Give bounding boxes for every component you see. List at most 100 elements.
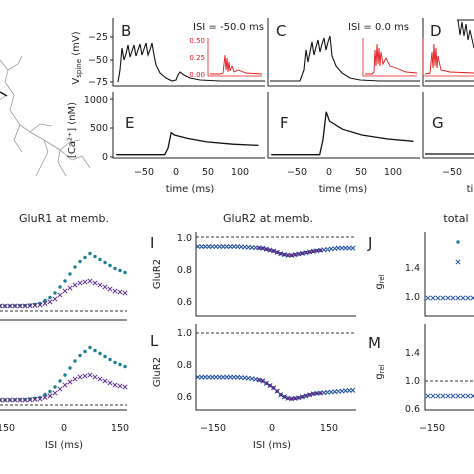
glur2-overlap-point <box>311 249 315 253</box>
glur1-purple-point <box>122 384 128 390</box>
glur1-purple-point <box>57 292 63 298</box>
svg-text:−50: −50 <box>442 167 462 178</box>
glur1-purple-point <box>7 303 13 309</box>
glur1-teal-point <box>68 366 72 370</box>
glur2-overlap-point <box>264 381 269 385</box>
panel-letter-d: D <box>430 22 442 40</box>
glur2-overlap-point <box>286 396 290 400</box>
glur1-purple-point <box>72 282 78 288</box>
glur2-ylabel-i: GluR2 <box>152 259 163 289</box>
grel-m-point <box>440 393 446 399</box>
glur1-teal-point <box>83 255 87 260</box>
glur1-teal-point <box>63 279 67 283</box>
ca-trace-f <box>271 111 414 156</box>
svg-text:0: 0 <box>173 167 179 178</box>
glur1-purple-point <box>97 376 103 382</box>
svg-text:0: 0 <box>326 167 332 178</box>
panel-i: I GluR2 1.0 0.8 0.6 <box>150 232 356 317</box>
svg-text:ti: ti <box>467 184 474 195</box>
grel-m-point <box>450 393 456 399</box>
glur1-purple-point <box>47 393 53 399</box>
glur2-overlap-point <box>300 251 305 255</box>
glur2-overlap-point <box>286 253 290 257</box>
glur1-teal-point <box>88 251 92 256</box>
glur2-overlap-point <box>264 247 269 251</box>
svg-text:1.0: 1.0 <box>405 292 420 303</box>
glur1-purple-point <box>77 280 83 286</box>
glur1-purple-point <box>2 303 8 309</box>
stimulus-arrow <box>0 91 8 97</box>
glur1-purple-point <box>32 396 38 402</box>
glur1-teal-point <box>48 389 52 394</box>
glur2-overlap-point <box>307 393 312 397</box>
glur1-purple-point <box>112 288 118 294</box>
glur1-teal-point <box>58 379 62 383</box>
glur1-purple-point <box>67 379 73 385</box>
glur1-purple-point <box>67 285 73 291</box>
panel-c: C ISI = 0.0 ms <box>267 18 420 87</box>
svg-text:0.25: 0.25 <box>189 54 205 62</box>
grel-m-point <box>455 393 461 399</box>
vspine-trace-b <box>117 42 265 83</box>
glur1-teal-point <box>78 353 82 358</box>
grel-j-point <box>450 295 456 301</box>
glur1-teal-point <box>118 362 122 367</box>
inset-c <box>362 38 418 77</box>
grel-ylabel-j: grel <box>374 274 386 289</box>
panel-e: E <box>110 92 265 159</box>
glur2-overlap-point <box>268 248 272 252</box>
svg-text:500: 500 <box>90 123 108 134</box>
glur2-overlap-point <box>257 246 261 250</box>
svg-text:1.4: 1.4 <box>405 348 420 359</box>
panel-m-frame <box>424 324 474 411</box>
svg-text:1.0: 1.0 <box>177 233 192 244</box>
section-title-glur2: GluR2 at memb. <box>223 212 313 225</box>
panel-l: L GluR2 1.0 0.8 0.6 −150 0 150 ISI (ms) <box>150 324 356 451</box>
glur1-teal-point <box>113 360 117 365</box>
panel-f: F <box>267 92 420 159</box>
glur1-purple-point <box>62 382 68 388</box>
panel-i-frame <box>195 232 356 317</box>
panel-letter-b: B <box>121 22 131 40</box>
glur2-overlap-point <box>304 250 308 255</box>
svg-text:0.6: 0.6 <box>177 392 192 403</box>
panel-letter-l: L <box>150 332 159 350</box>
glur2-overlap-point <box>318 248 323 253</box>
panel-letter-c: C <box>276 22 286 40</box>
grel-ylabel-m: grel <box>374 364 386 379</box>
svg-text:50: 50 <box>202 167 214 178</box>
panel-g: G <box>422 92 474 159</box>
glur1-bottom-teal-series <box>0 345 127 402</box>
svg-text:0.8: 0.8 <box>177 265 192 276</box>
glur1-purple-point <box>27 397 33 403</box>
section-title-glur1: GluR1 at memb. <box>19 212 109 225</box>
glur1-teal-point <box>118 268 122 273</box>
panel-m-series <box>425 393 474 399</box>
svg-text:1000: 1000 <box>84 95 108 106</box>
svg-text:0.00: 0.00 <box>189 71 205 79</box>
glur1-purple-point <box>52 296 58 302</box>
glur1-purple-point <box>62 288 68 294</box>
panel-glur1-top <box>0 251 128 321</box>
panel-letter-f: F <box>280 114 289 132</box>
glur1-teal-point <box>123 270 127 275</box>
glur1-teal-point <box>88 345 92 350</box>
glur2-overlap-point <box>261 246 265 250</box>
panel-b-frame <box>112 18 265 87</box>
glur1-purple-point <box>12 303 18 309</box>
panel-letter-i: I <box>150 234 154 252</box>
glur1-top-purple-series <box>0 278 128 309</box>
glur1-purple-point <box>27 303 33 309</box>
svg-text:−50: −50 <box>88 55 108 66</box>
panel-j-frame <box>424 232 474 317</box>
glur1-teal-point <box>108 357 112 362</box>
panel-j: J grel 1.4 1.0 <box>367 232 474 317</box>
glur1-teal-point <box>48 295 52 300</box>
glur1-purple-point <box>97 282 103 288</box>
glur1-bottom-purple-series <box>0 372 128 403</box>
glur1-purple-point <box>7 397 13 403</box>
grel-m-point <box>470 393 474 399</box>
glur1-purple-point <box>22 397 28 403</box>
grel-j-point <box>455 295 461 301</box>
glur1-teal-point <box>108 263 112 268</box>
